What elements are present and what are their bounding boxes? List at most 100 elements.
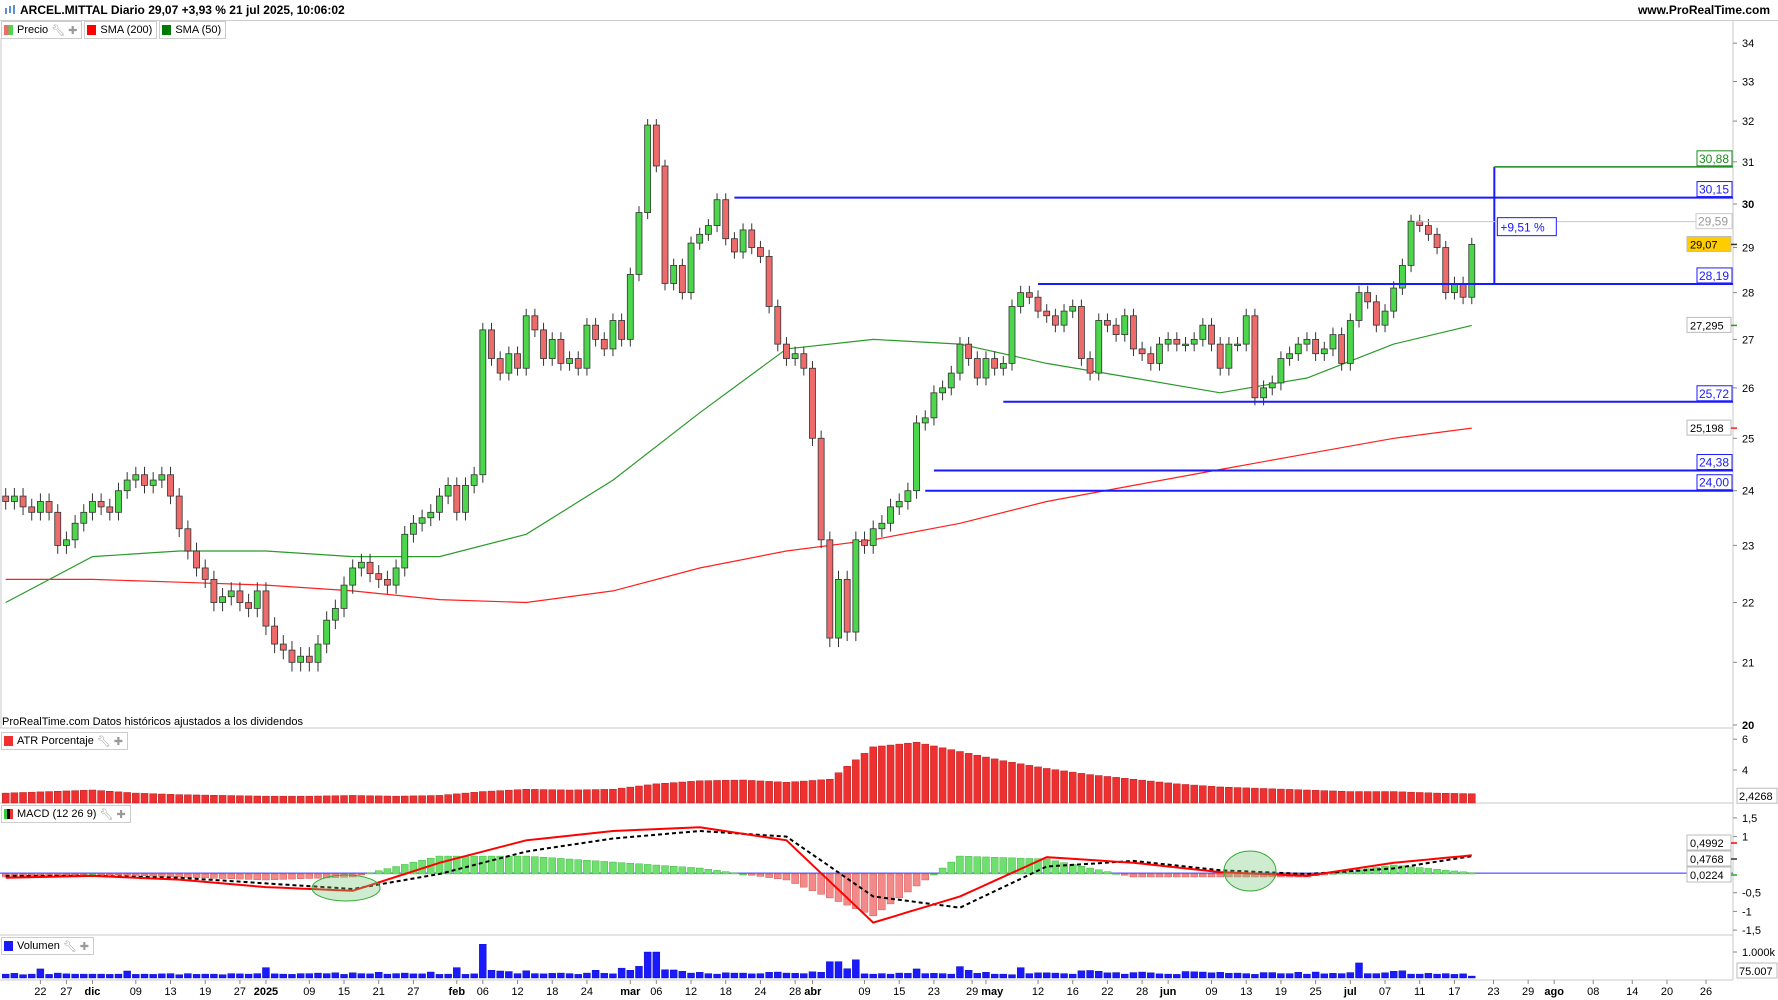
volume-bar — [1311, 971, 1320, 979]
candle — [97, 493, 105, 516]
macd-histogram-bar — [765, 873, 773, 878]
volume-legend: Volumen 🔧︎ ✚ — [1, 937, 96, 955]
volume-bar — [1086, 970, 1094, 979]
sma200-swatch — [87, 25, 97, 35]
candle-body — [366, 561, 374, 575]
volume-bar — [1138, 971, 1146, 979]
macd-histogram-bar — [791, 873, 799, 884]
candle-body — [427, 511, 435, 519]
candle — [54, 504, 62, 554]
wrench-icon[interactable]: 🔧︎ — [51, 24, 66, 37]
volume-bar — [895, 972, 903, 979]
sma50-swatch — [162, 25, 172, 35]
candle — [392, 559, 400, 594]
candle — [10, 488, 18, 510]
atr-bar — [1, 792, 10, 804]
macd-histogram-bar — [982, 856, 990, 875]
macd-histogram-bar — [843, 873, 851, 906]
volume-bar — [739, 972, 747, 979]
atr-bar — [826, 778, 834, 804]
plus-icon[interactable]: ✚ — [68, 24, 78, 37]
atr-bar — [487, 790, 496, 804]
legend-price[interactable]: Precio 🔧︎ ✚ — [1, 21, 83, 39]
plus-icon[interactable]: ✚ — [116, 808, 126, 821]
volume-bar — [1042, 972, 1051, 979]
date-tick-label: 09 — [303, 986, 315, 998]
candle — [1234, 336, 1241, 352]
atr-bar — [808, 780, 817, 804]
candle — [1364, 285, 1372, 309]
macd-histogram-bar — [314, 873, 322, 879]
volume-bar — [643, 951, 652, 979]
atr-bar — [1415, 792, 1424, 804]
candle — [687, 236, 695, 300]
atr-bar — [539, 789, 548, 804]
candle — [809, 360, 816, 446]
macd-title: MACD (12 26 9) — [17, 808, 97, 820]
date-tick-label: 21 — [373, 986, 385, 998]
atr-bar — [1468, 793, 1476, 804]
legend-sma200[interactable]: SMA (200) — [84, 21, 158, 39]
atr-bar — [1311, 790, 1320, 804]
atr-bar — [192, 794, 201, 804]
plus-icon[interactable]: ✚ — [79, 940, 89, 953]
macd-histogram-bar — [366, 872, 374, 875]
date-tick-label: 09 — [1205, 986, 1217, 998]
legend-volume[interactable]: Volumen 🔧︎ ✚ — [1, 937, 94, 955]
macd-histogram-bar — [1190, 873, 1198, 878]
legend-macd[interactable]: MACD (12 26 9) 🔧︎ ✚ — [1, 805, 131, 823]
atr-bar — [938, 747, 947, 804]
atr-bar — [71, 790, 79, 804]
candle — [1051, 308, 1059, 333]
candle-body — [1008, 306, 1016, 364]
candle-body — [626, 274, 634, 340]
date-tick-label: ago — [1544, 986, 1564, 998]
macd-tick-label: -1 — [1742, 906, 1752, 918]
date-tick-label: may — [981, 986, 1004, 998]
macd-tick-label: 1,5 — [1742, 813, 1757, 825]
candle — [401, 525, 409, 577]
atr-bar — [652, 783, 661, 804]
measure-box — [1496, 217, 1557, 237]
volume-bar — [1398, 970, 1407, 979]
volume-bar — [210, 973, 218, 979]
candle-body — [1112, 324, 1120, 336]
macd-histogram-bar — [678, 866, 687, 875]
volume-bar — [1155, 973, 1164, 979]
volume-bar — [1424, 973, 1433, 979]
macd-histogram-bar — [1121, 873, 1129, 876]
site-link[interactable]: www.ProRealTime.com — [1637, 3, 1770, 17]
level-label-box — [1696, 181, 1733, 198]
atr-bar — [817, 779, 825, 804]
volume-bar — [1320, 973, 1329, 979]
volume-bar — [1433, 973, 1441, 979]
macd-histogram-bar — [435, 855, 444, 875]
price-tick-label: 28 — [1742, 288, 1754, 300]
candle — [106, 498, 114, 521]
candle-body — [488, 329, 495, 359]
candle-body — [1372, 301, 1380, 326]
price-tick-label: 27 — [1742, 334, 1754, 346]
volume-bar — [487, 970, 496, 979]
atr-bar — [1016, 763, 1025, 804]
macd-histogram-bar — [487, 855, 496, 875]
candle-body — [947, 372, 955, 389]
wrench-icon[interactable]: 🔧︎ — [96, 735, 111, 748]
macd-histogram-bar — [132, 873, 140, 876]
wrench-icon[interactable]: 🔧︎ — [62, 940, 77, 953]
legend-atr[interactable]: ATR Porcentaje 🔧︎ ✚ — [1, 732, 129, 750]
candle-body — [227, 590, 235, 598]
date-tick-label: 28 — [1136, 986, 1148, 998]
macd-histogram-bar — [904, 873, 912, 893]
date-tick-label: 12 — [685, 986, 697, 998]
date-tick-label: 12 — [511, 986, 523, 998]
candle-body — [193, 550, 200, 569]
wrench-icon[interactable]: 🔧︎ — [99, 808, 114, 821]
legend-sma50[interactable]: SMA (50) — [159, 21, 227, 39]
candle-body — [271, 625, 279, 645]
volume-bar — [349, 972, 357, 979]
plus-icon[interactable]: ✚ — [113, 735, 124, 748]
volume-bar — [531, 973, 539, 979]
macd-histogram-bar — [1077, 866, 1086, 875]
